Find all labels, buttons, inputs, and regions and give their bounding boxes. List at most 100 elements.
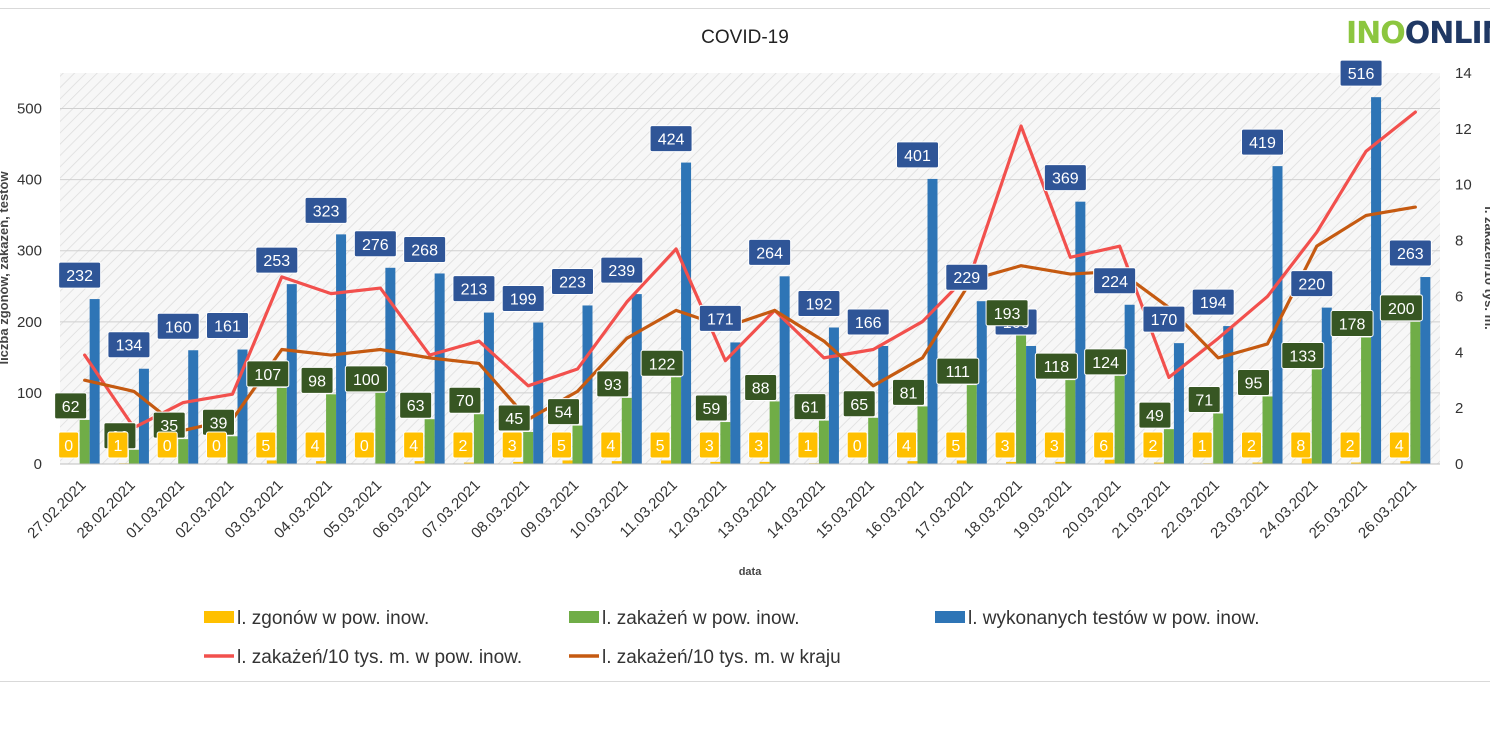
bar-infections (424, 419, 435, 464)
bar-infections (1213, 413, 1224, 464)
y-axis-title-right: l. zakażeń/10 tys. m. (1482, 206, 1490, 330)
data-label-tests-box (156, 312, 200, 340)
data-label-deaths-text: 2 (1346, 438, 1355, 455)
legend-label: l. zakażeń/10 tys. m. w pow. inow. (237, 647, 522, 668)
data-label-deaths-text: 5 (557, 438, 566, 455)
data-label-tests-text: 220 (1298, 277, 1325, 294)
data-label-infections: 178 (1330, 309, 1374, 337)
data-label-deaths-box (255, 431, 277, 459)
data-label-deaths: 4 (1388, 431, 1410, 459)
data-label-infections-box (54, 392, 88, 420)
bar-tests (1173, 343, 1184, 464)
data-label-deaths-text: 3 (754, 438, 763, 455)
data-label-infections-text: 59 (702, 401, 720, 418)
data-label-tests: 401 (896, 141, 939, 169)
data-label-tests-box (1388, 239, 1432, 267)
bar-tests (878, 345, 889, 464)
bar-deaths (414, 461, 425, 464)
data-label-deaths: 3 (994, 431, 1016, 459)
data-label-tests-text: 276 (362, 237, 389, 254)
bar-infections (1262, 396, 1273, 464)
bar-tests (434, 273, 445, 464)
bar-tests (927, 178, 938, 464)
bar-tests (1371, 97, 1382, 465)
data-label-tests-box (600, 256, 644, 284)
bar-deaths (1006, 461, 1017, 464)
data-label-deaths-box (107, 431, 129, 459)
data-label-tests-text: 170 (1151, 312, 1178, 329)
data-label-deaths-box (748, 431, 770, 459)
data-label-infections-text: 70 (456, 393, 474, 410)
data-label-deaths-box (1043, 431, 1065, 459)
data-label-infections-box (793, 393, 827, 421)
data-label-infections: 71 (1187, 386, 1221, 414)
data-label-deaths-text: 0 (212, 438, 221, 455)
legend-label: l. zakażeń/10 tys. m. w kraju (602, 647, 841, 668)
data-label-deaths-text: 4 (311, 438, 320, 455)
data-label-deaths: 2 (1142, 431, 1164, 459)
bar-deaths (1351, 462, 1362, 464)
data-label-infections-box (1034, 352, 1078, 380)
data-label-tests-text: 199 (510, 292, 537, 309)
data-label-deaths-text: 4 (902, 438, 911, 455)
data-label-infections: 65 (842, 390, 876, 418)
data-label-deaths-box (206, 431, 227, 459)
data-label-deaths-text: 8 (1296, 438, 1305, 455)
data-label-tests-text: 264 (756, 245, 783, 262)
data-label-deaths-text: 0 (853, 438, 862, 455)
bar-infections (1311, 369, 1322, 464)
y-axis-title-left: liczba zgonów, zakażeń, testów (0, 171, 11, 365)
data-label-deaths-text: 2 (1148, 438, 1157, 455)
data-label-deaths: 0 (353, 431, 375, 459)
bar-infections (523, 432, 534, 464)
data-label-deaths-box (156, 431, 178, 459)
data-label-infections-text: 98 (308, 373, 326, 390)
data-label-deaths: 5 (649, 431, 671, 459)
bar-tests (1272, 166, 1283, 464)
data-label-tests-box (896, 141, 939, 169)
data-label-infections-box (694, 394, 728, 422)
data-label-tests-box (748, 238, 792, 266)
data-label-tests: 194 (1191, 288, 1235, 316)
bar-deaths (562, 460, 573, 464)
data-label-tests-text: 229 (953, 270, 980, 287)
bar-infections (375, 392, 386, 464)
data-label-infections: 39 (202, 408, 235, 436)
bar-tests (828, 327, 839, 464)
data-label-deaths: 5 (551, 431, 572, 459)
data-label-deaths: 1 (797, 431, 819, 459)
data-label-deaths: 0 (846, 431, 868, 459)
data-label-deaths: 4 (896, 431, 917, 459)
data-label-infections-text: 54 (555, 405, 573, 422)
bar-tests (533, 322, 544, 464)
bar-infections (720, 422, 731, 464)
data-label-tests: 232 (58, 261, 102, 289)
data-label-infections: 133 (1281, 341, 1325, 369)
data-label-infections-box (985, 299, 1029, 327)
bar-deaths (611, 461, 622, 464)
data-label-tests: 516 (1339, 59, 1383, 87)
data-label-tests-text: 239 (608, 263, 635, 280)
data-label-infections-box (547, 398, 580, 426)
data-label-deaths-box (698, 431, 720, 459)
legend-label: l. zgonów w pow. inow. (237, 608, 429, 629)
data-label-infections-text: 62 (62, 399, 80, 416)
data-label-infections: 100 (344, 365, 388, 393)
legend-label: l. zakażeń w pow. inow. (602, 608, 800, 629)
data-label-deaths-box (452, 431, 474, 459)
bar-infections (79, 419, 90, 464)
data-label-tests-box (797, 290, 841, 318)
data-label-deaths-text: 1 (1198, 438, 1207, 455)
data-label-infections: 63 (399, 391, 433, 419)
bar-infections (1361, 337, 1372, 464)
data-label-infections: 70 (448, 386, 482, 414)
data-label-infections-text: 93 (604, 377, 622, 394)
data-label-infections-text: 200 (1388, 301, 1415, 318)
data-label-infections-text: 193 (994, 306, 1021, 323)
logo-part-ino: INO (1346, 16, 1406, 51)
data-label-tests: 224 (1093, 267, 1137, 295)
data-label-tests: 239 (600, 256, 644, 284)
bar-tests (385, 267, 396, 464)
data-label-infections: 111 (936, 357, 980, 385)
data-label-tests-text: 419 (1249, 135, 1276, 152)
